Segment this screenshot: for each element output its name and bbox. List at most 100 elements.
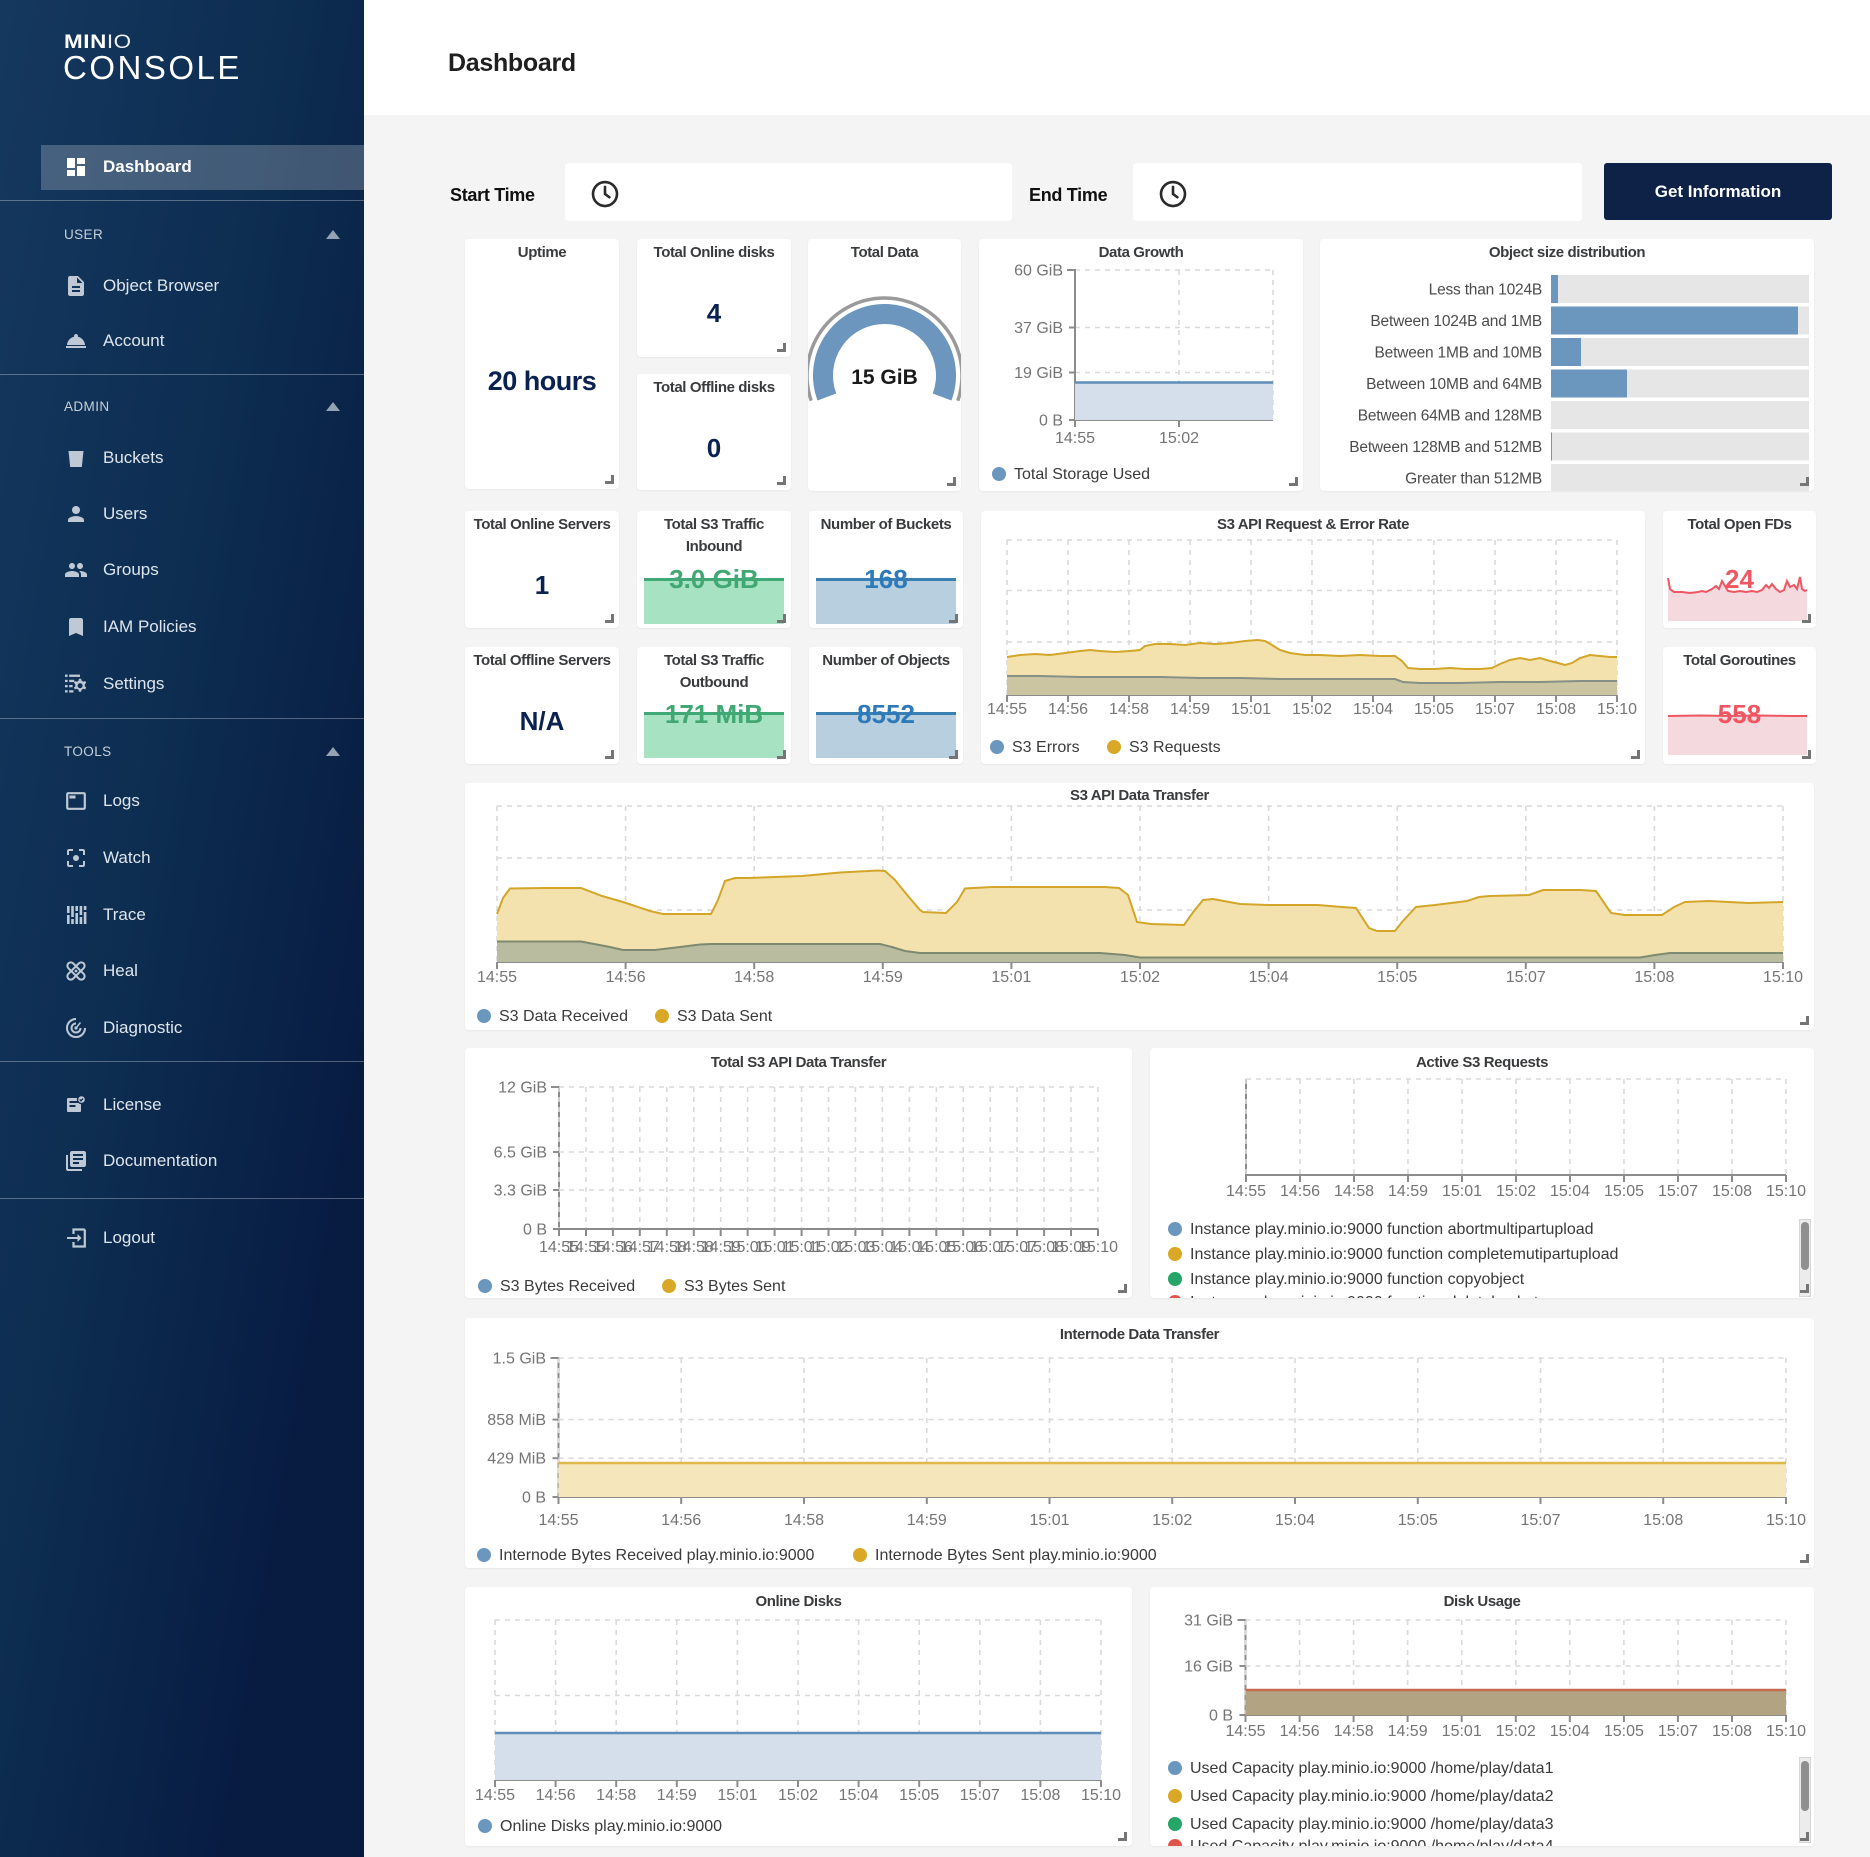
svg-text:Greater than 512MB: Greater than 512MB — [1405, 471, 1542, 488]
svg-text:15:10: 15:10 — [1078, 1239, 1118, 1256]
svg-text:14:56: 14:56 — [593, 1239, 633, 1256]
svg-text:0 B: 0 B — [1039, 413, 1063, 430]
svg-text:15:08: 15:08 — [1536, 701, 1576, 718]
svg-text:31 GiB: 31 GiB — [1184, 1613, 1233, 1630]
svg-text:14:56: 14:56 — [606, 969, 646, 986]
svg-text:14:59: 14:59 — [863, 969, 903, 986]
svg-text:15:04: 15:04 — [862, 1239, 902, 1256]
svg-text:15:04: 15:04 — [889, 1239, 929, 1256]
svg-text:14:55: 14:55 — [1225, 1723, 1265, 1740]
svg-text:15:02: 15:02 — [1496, 1183, 1536, 1200]
svg-text:14:58: 14:58 — [674, 1239, 714, 1256]
svg-text:15:08: 15:08 — [1020, 1787, 1060, 1804]
svg-text:14:56: 14:56 — [536, 1787, 576, 1804]
svg-text:14:58: 14:58 — [1109, 701, 1149, 718]
svg-text:15:07: 15:07 — [1506, 969, 1546, 986]
svg-text:15:02: 15:02 — [1496, 1723, 1536, 1740]
svg-text:Between 1MB and 10MB: Between 1MB and 10MB — [1375, 345, 1542, 362]
svg-text:14:55: 14:55 — [566, 1239, 606, 1256]
svg-text:14:58: 14:58 — [1334, 1183, 1374, 1200]
svg-text:14:56: 14:56 — [1280, 1183, 1320, 1200]
svg-text:15:05: 15:05 — [899, 1787, 939, 1804]
svg-text:Between 128MB and 512MB: Between 128MB and 512MB — [1349, 439, 1542, 456]
svg-text:15:10: 15:10 — [1081, 1787, 1121, 1804]
svg-text:15:04: 15:04 — [839, 1787, 879, 1804]
svg-text:15:07: 15:07 — [1658, 1723, 1698, 1740]
svg-text:15:10: 15:10 — [1766, 1512, 1806, 1529]
svg-text:15:09: 15:09 — [1051, 1239, 1091, 1256]
svg-text:15:05: 15:05 — [1604, 1723, 1644, 1740]
svg-text:0 B: 0 B — [523, 1222, 547, 1239]
svg-text:14:58: 14:58 — [734, 969, 774, 986]
svg-text:60 GiB: 60 GiB — [1014, 263, 1063, 280]
svg-text:14:55: 14:55 — [539, 1239, 579, 1256]
svg-text:14:55: 14:55 — [1055, 430, 1095, 447]
svg-text:15:01: 15:01 — [1442, 1723, 1482, 1740]
svg-text:14:55: 14:55 — [538, 1512, 578, 1529]
svg-text:15:01: 15:01 — [755, 1239, 795, 1256]
svg-text:Between 10MB and 64MB: Between 10MB and 64MB — [1366, 376, 1542, 393]
svg-text:15:00: 15:00 — [728, 1239, 768, 1256]
svg-text:14:55: 14:55 — [477, 969, 517, 986]
svg-text:14:56: 14:56 — [661, 1512, 701, 1529]
svg-text:14:55: 14:55 — [1226, 1183, 1266, 1200]
svg-text:14:58: 14:58 — [1334, 1723, 1374, 1740]
svg-text:15:10: 15:10 — [1766, 1723, 1806, 1740]
svg-text:15:04: 15:04 — [1550, 1723, 1590, 1740]
svg-text:15:01: 15:01 — [782, 1239, 822, 1256]
svg-text:429 MiB: 429 MiB — [487, 1451, 546, 1468]
svg-text:Less than 1024B: Less than 1024B — [1429, 282, 1542, 299]
svg-text:15:01: 15:01 — [717, 1787, 757, 1804]
svg-text:15:08: 15:08 — [1634, 969, 1674, 986]
svg-text:0 B: 0 B — [522, 1490, 546, 1507]
svg-text:15:08: 15:08 — [1712, 1723, 1752, 1740]
svg-text:15:05: 15:05 — [1377, 969, 1417, 986]
svg-text:Between 1024B and 1MB: Between 1024B and 1MB — [1370, 313, 1542, 330]
svg-text:15:07: 15:07 — [1658, 1183, 1698, 1200]
svg-text:15:06: 15:06 — [943, 1239, 983, 1256]
svg-text:14:58: 14:58 — [647, 1239, 687, 1256]
svg-text:0 B: 0 B — [1209, 1708, 1233, 1725]
svg-text:15:07: 15:07 — [970, 1239, 1010, 1256]
svg-text:15:04: 15:04 — [1275, 1512, 1315, 1529]
svg-text:15:02: 15:02 — [778, 1787, 818, 1804]
svg-text:15:08: 15:08 — [1024, 1239, 1064, 1256]
svg-text:15:01: 15:01 — [1231, 701, 1271, 718]
svg-text:15:04: 15:04 — [1249, 969, 1289, 986]
svg-text:14:58: 14:58 — [596, 1787, 636, 1804]
svg-text:15:10: 15:10 — [1597, 701, 1637, 718]
svg-text:15:10: 15:10 — [1763, 969, 1803, 986]
svg-text:15:10: 15:10 — [1766, 1183, 1806, 1200]
svg-text:Between 64MB and 128MB: Between 64MB and 128MB — [1358, 408, 1542, 425]
svg-text:15:05: 15:05 — [1604, 1183, 1644, 1200]
svg-text:16 GiB: 16 GiB — [1184, 1659, 1233, 1676]
svg-text:15:05: 15:05 — [1398, 1512, 1438, 1529]
svg-text:14:55: 14:55 — [987, 701, 1027, 718]
svg-text:15:01: 15:01 — [1442, 1183, 1482, 1200]
svg-text:15:05: 15:05 — [916, 1239, 956, 1256]
svg-text:858 MiB: 858 MiB — [487, 1412, 546, 1429]
svg-text:15:08: 15:08 — [1643, 1512, 1683, 1529]
svg-text:15:03: 15:03 — [835, 1239, 875, 1256]
svg-text:15:02: 15:02 — [1152, 1512, 1192, 1529]
svg-text:14:59: 14:59 — [1388, 1183, 1428, 1200]
svg-text:14:56: 14:56 — [1048, 701, 1088, 718]
svg-text:14:59: 14:59 — [701, 1239, 741, 1256]
svg-text:3.3 GiB: 3.3 GiB — [494, 1183, 547, 1200]
svg-text:15:04: 15:04 — [1353, 701, 1393, 718]
svg-text:14:59: 14:59 — [1388, 1723, 1428, 1740]
svg-text:15:08: 15:08 — [1712, 1183, 1752, 1200]
svg-text:15:02: 15:02 — [1292, 701, 1332, 718]
svg-text:14:59: 14:59 — [657, 1787, 697, 1804]
svg-text:12 GiB: 12 GiB — [498, 1080, 547, 1097]
svg-text:14:59: 14:59 — [1170, 701, 1210, 718]
svg-text:15:05: 15:05 — [1414, 701, 1454, 718]
svg-text:15:07: 15:07 — [960, 1787, 1000, 1804]
svg-text:15:07: 15:07 — [997, 1239, 1037, 1256]
svg-text:15:02: 15:02 — [1159, 430, 1199, 447]
svg-text:19 GiB: 19 GiB — [1014, 365, 1063, 382]
svg-text:15:04: 15:04 — [1550, 1183, 1590, 1200]
svg-text:15:01: 15:01 — [991, 969, 1031, 986]
svg-text:15:01: 15:01 — [1029, 1512, 1069, 1529]
svg-text:15:07: 15:07 — [1520, 1512, 1560, 1529]
